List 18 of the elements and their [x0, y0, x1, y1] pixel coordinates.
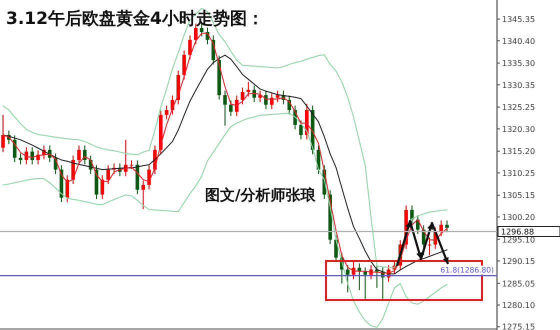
y-tick-label: 1295.10	[502, 235, 536, 244]
y-tick-label: 1320.30	[502, 124, 536, 134]
annotation: 图文/分析师张琅	[205, 186, 316, 204]
y-tick-label: 1335.30	[502, 59, 536, 68]
y-tick-label: 1285.05	[502, 279, 536, 288]
y-tick-label: 1280.10	[502, 301, 536, 310]
y-tick-label: 1305.15	[502, 191, 536, 200]
y-tick-label: 1340.40	[502, 36, 536, 46]
y-tick-label: 1300.20	[502, 212, 536, 222]
y-tick-label: 1275.15	[502, 322, 536, 330]
y-tick-label: 1315.20	[502, 147, 536, 156]
y-tick-label: 1330.35	[502, 80, 536, 90]
y-tick-label: 1325.25	[502, 103, 536, 112]
text: 3.12午后欧盘黄金4小时走势图：	[6, 9, 264, 29]
y-tick-label: 1290.15	[502, 256, 536, 266]
ref-line-label: 1296.88	[501, 227, 534, 236]
y-tick-label: 1345.35	[502, 15, 536, 24]
y-tick-label: 1310.25	[502, 168, 536, 178]
